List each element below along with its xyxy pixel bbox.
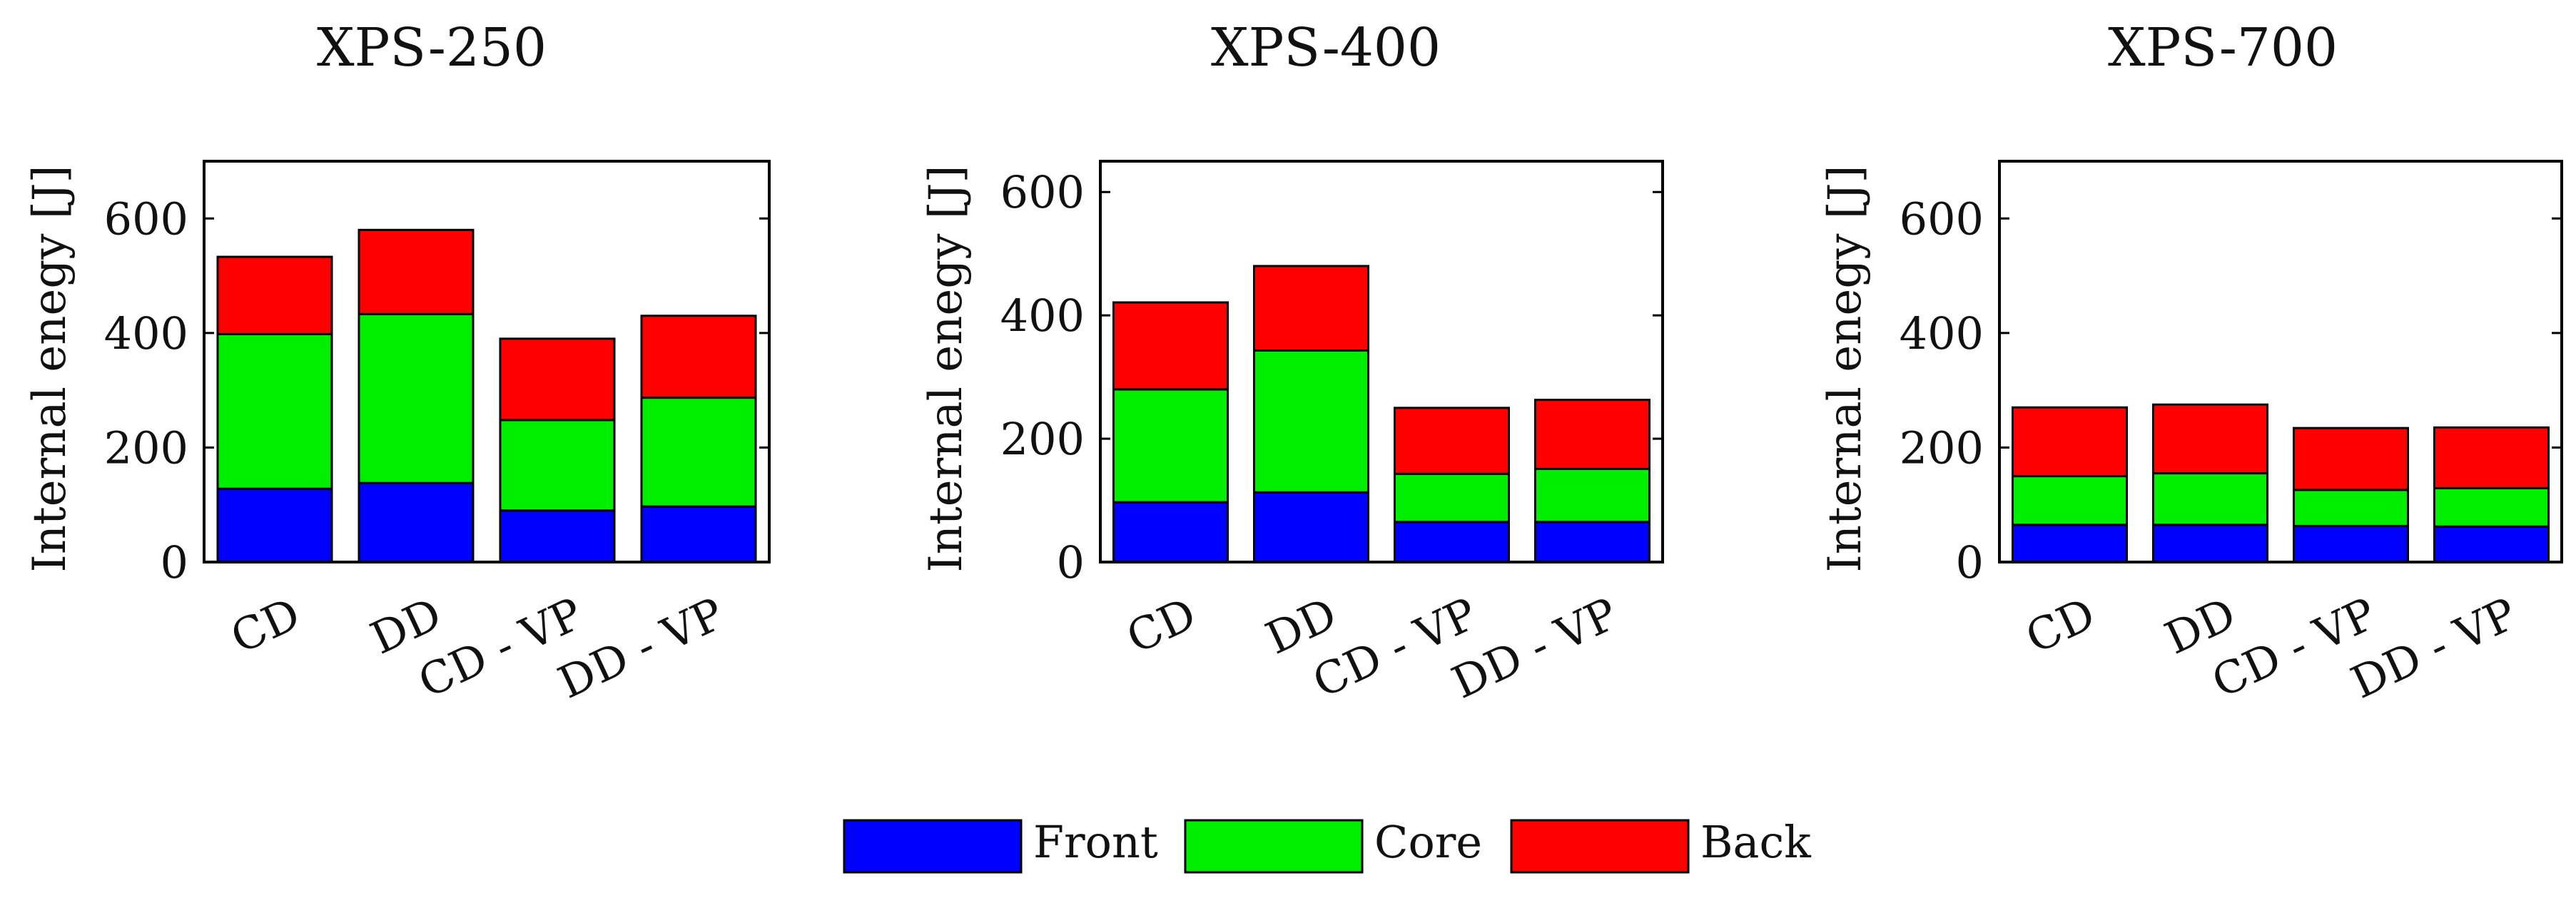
x-tick-label: DD - VP	[550, 587, 731, 708]
x-tick-label: CD	[2018, 587, 2103, 663]
y-tick-label: 200	[104, 422, 188, 474]
plot-frame	[203, 160, 771, 563]
bar-segment-back	[1253, 265, 1369, 352]
bar-segment-front	[216, 487, 333, 563]
bar-segment-core	[2293, 489, 2409, 527]
y-tick-label: 0	[1057, 536, 1085, 588]
bar-segment-core	[2152, 472, 2268, 526]
bar-segment-back	[499, 337, 616, 422]
x-tick-label: CD	[223, 587, 308, 663]
bar-segment-front	[358, 481, 475, 563]
y-tick-label: 600	[1900, 193, 1984, 245]
bar-segment-back	[640, 315, 757, 399]
bar-segment-core	[1394, 472, 1510, 524]
bar-segment-back	[1112, 301, 1229, 391]
bar-segment-back	[2152, 403, 2268, 475]
bar-segment-back	[2012, 406, 2128, 478]
y-tick-label: 400	[1000, 290, 1085, 342]
bar-segment-front	[2152, 524, 2268, 563]
bar-segment-core	[358, 312, 475, 484]
legend: Front Core Back	[843, 816, 1811, 874]
bar-segment-core	[2433, 486, 2550, 528]
y-tick-label: 600	[104, 193, 188, 245]
bar-segment-back	[1394, 407, 1510, 475]
bar-segment-front	[640, 505, 757, 563]
bar-segment-front	[2012, 524, 2128, 563]
bar-segment-back	[358, 228, 475, 315]
bar-segment-core	[216, 332, 333, 490]
legend-swatch-core	[1184, 819, 1364, 874]
plot-frame	[1099, 160, 1664, 563]
bar-segment-front	[1253, 491, 1369, 563]
bar-segment-front	[1394, 521, 1510, 563]
bar-segment-core	[640, 397, 757, 508]
x-tick-label: CD	[1119, 587, 1204, 663]
bar-segment-front	[1534, 521, 1650, 563]
y-tick-label: 400	[1900, 307, 1984, 359]
y-tick-label: 600	[1000, 166, 1085, 218]
y-tick-label: 0	[1956, 536, 1984, 588]
bar-segment-back	[1534, 399, 1650, 470]
y-axis-label: Internal enegy [J]	[24, 165, 76, 573]
legend-label-back: Back	[1700, 816, 1811, 868]
plot-frame	[1998, 160, 2563, 563]
y-axis-label: Internal enegy [J]	[1819, 165, 1872, 573]
bar-segment-core	[1112, 388, 1229, 504]
bar-segment-front	[499, 509, 616, 563]
y-axis-label: Internal enegy [J]	[920, 165, 973, 573]
bar-segment-core	[499, 419, 616, 512]
legend-swatch-back	[1510, 819, 1690, 874]
legend-label-core: Core	[1374, 816, 1482, 868]
bar-segment-back	[2433, 426, 2550, 489]
bar-segment-front	[2293, 524, 2409, 563]
bar-segment-core	[2012, 475, 2128, 526]
legend-label-front: Front	[1033, 816, 1158, 868]
y-tick-label: 200	[1900, 422, 1984, 474]
bar-segment-core	[1253, 349, 1369, 494]
y-tick-label: 200	[1000, 413, 1085, 465]
y-tick-label: 0	[161, 536, 188, 588]
bar-segment-front	[2433, 525, 2550, 563]
bar-segment-core	[1534, 467, 1650, 524]
chart-title: XPS-400	[1211, 17, 1441, 78]
chart-title: XPS-250	[317, 17, 547, 78]
bar-segment-back	[216, 255, 333, 335]
legend-swatch-front	[843, 819, 1023, 874]
bar-segment-back	[2293, 427, 2409, 491]
chart-title: XPS-700	[2108, 17, 2338, 78]
y-tick-label: 400	[104, 307, 188, 359]
bar-segment-front	[1112, 501, 1229, 563]
